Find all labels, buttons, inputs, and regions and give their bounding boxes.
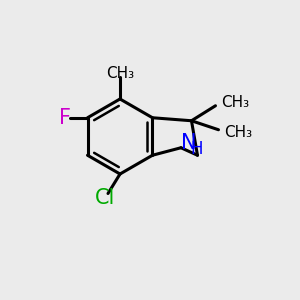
Text: Cl: Cl bbox=[95, 188, 115, 208]
Text: CH₃: CH₃ bbox=[224, 125, 252, 140]
Text: N: N bbox=[181, 133, 196, 153]
Text: CH₃: CH₃ bbox=[106, 66, 134, 81]
Text: F: F bbox=[59, 108, 71, 128]
Text: CH₃: CH₃ bbox=[221, 95, 249, 110]
Text: H: H bbox=[190, 140, 203, 158]
